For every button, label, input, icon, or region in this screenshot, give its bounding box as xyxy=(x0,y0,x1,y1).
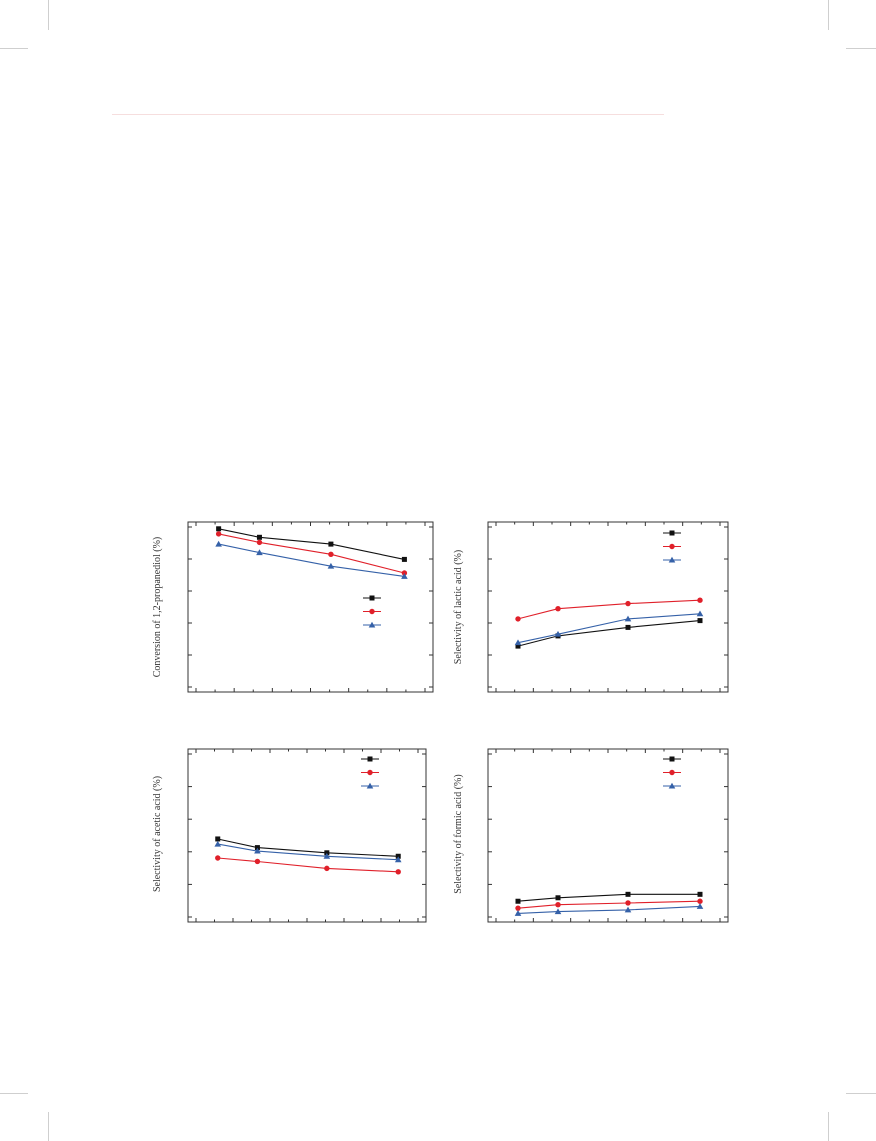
data-point-circle xyxy=(625,600,631,607)
data-point-triangle xyxy=(215,540,222,547)
data-point-circle xyxy=(215,531,222,537)
chart-selectivity-acetic-acid: Selectivity of acetic acid (%) xyxy=(152,748,427,923)
legend-circle-marker xyxy=(669,769,675,776)
legend-triangle-marker xyxy=(668,556,676,563)
crop-mark xyxy=(828,0,829,30)
series-line-1 xyxy=(517,620,701,647)
legend-square-marker xyxy=(669,756,675,762)
data-point-triangle xyxy=(256,549,263,556)
series-line-2 xyxy=(218,533,405,574)
data-point-circle xyxy=(555,606,561,612)
data-point-triangle xyxy=(554,630,562,637)
legend-triangle-marker xyxy=(366,782,374,789)
data-point-triangle xyxy=(327,562,335,569)
series-line-3 xyxy=(218,543,405,577)
data-point-triangle xyxy=(214,840,222,847)
data-point-square xyxy=(401,556,407,562)
legend-circle-marker xyxy=(369,608,375,615)
plot-frame xyxy=(487,748,729,923)
data-point-square xyxy=(515,898,521,904)
y-axis-label: Selectivity of lactic acid (%) xyxy=(453,550,464,664)
data-point-square xyxy=(697,618,703,624)
data-point-triangle xyxy=(514,639,522,646)
data-point-circle xyxy=(515,905,521,911)
crop-mark xyxy=(48,0,49,30)
data-point-triangle xyxy=(323,852,331,859)
series-line-3 xyxy=(517,613,701,644)
data-point-triangle xyxy=(554,908,562,915)
data-point-circle xyxy=(395,869,401,875)
data-point-circle xyxy=(215,855,221,861)
crop-mark xyxy=(0,48,28,49)
legend-circle-marker xyxy=(669,543,675,550)
data-point-circle xyxy=(401,570,408,576)
legend-triangle-marker xyxy=(368,621,376,628)
series-line-1 xyxy=(517,893,700,902)
data-point-square xyxy=(625,624,631,630)
data-point-circle xyxy=(515,616,521,622)
crop-mark xyxy=(0,1093,28,1094)
crop-mark xyxy=(828,1112,829,1141)
legend-square-marker xyxy=(367,756,373,762)
crop-mark xyxy=(846,1093,876,1094)
series-line-1 xyxy=(218,528,405,560)
y-axis-label: Selectivity of formic acid (%) xyxy=(453,774,464,893)
data-point-circle xyxy=(328,551,334,557)
data-point-circle xyxy=(254,858,261,865)
data-point-triangle xyxy=(624,615,632,622)
legend-square-marker xyxy=(369,595,375,601)
series-line-2 xyxy=(217,857,399,873)
legend-triangle-marker xyxy=(668,782,676,789)
series-line-2 xyxy=(517,900,701,909)
data-point-circle xyxy=(555,902,561,908)
data-point-triangle xyxy=(514,910,522,916)
series-line-3 xyxy=(517,905,701,914)
header-rule xyxy=(112,114,664,115)
data-point-circle xyxy=(625,900,631,906)
data-point-square xyxy=(324,850,330,856)
data-point-square xyxy=(328,541,334,547)
data-point-circle xyxy=(697,597,703,603)
chart-conversion-12-propanediol: Conversion of 1,2-propanediol (%) xyxy=(152,521,434,693)
data-point-triangle xyxy=(394,856,402,863)
data-point-square xyxy=(625,891,631,897)
crop-mark xyxy=(846,48,876,49)
crop-mark xyxy=(48,1112,49,1141)
data-point-triangle xyxy=(696,610,704,617)
data-point-square xyxy=(697,891,703,897)
data-point-square xyxy=(395,853,401,859)
series-line-3 xyxy=(217,843,399,861)
data-point-square xyxy=(555,895,561,901)
plot-frame xyxy=(487,521,729,693)
legend-circle-marker xyxy=(367,769,373,776)
data-point-square xyxy=(215,836,221,842)
y-axis-label: Conversion of 1,2-propanediol (%) xyxy=(152,537,163,678)
legend-square-marker xyxy=(669,530,675,536)
series-line-2 xyxy=(517,599,701,620)
y-axis-label: Selectivity of acetic acid (%) xyxy=(152,776,163,892)
data-point-triangle xyxy=(401,573,408,579)
series-line-1 xyxy=(217,838,399,857)
data-point-triangle xyxy=(624,906,632,913)
data-point-square xyxy=(216,526,222,532)
plot-frame xyxy=(187,748,427,923)
data-point-triangle xyxy=(254,847,261,854)
data-point-circle xyxy=(324,865,330,872)
data-point-circle xyxy=(256,539,263,546)
data-point-square xyxy=(515,643,521,649)
chart-selectivity-formic-acid: Selectivity of formic acid (%) xyxy=(453,748,729,923)
data-point-triangle xyxy=(696,903,704,909)
plot-frame xyxy=(187,521,434,693)
data-point-square xyxy=(254,845,260,851)
chart-selectivity-lactic-acid: Selectivity of lactic acid (%) xyxy=(453,521,729,693)
data-point-square xyxy=(256,534,262,540)
data-point-circle xyxy=(697,898,703,904)
